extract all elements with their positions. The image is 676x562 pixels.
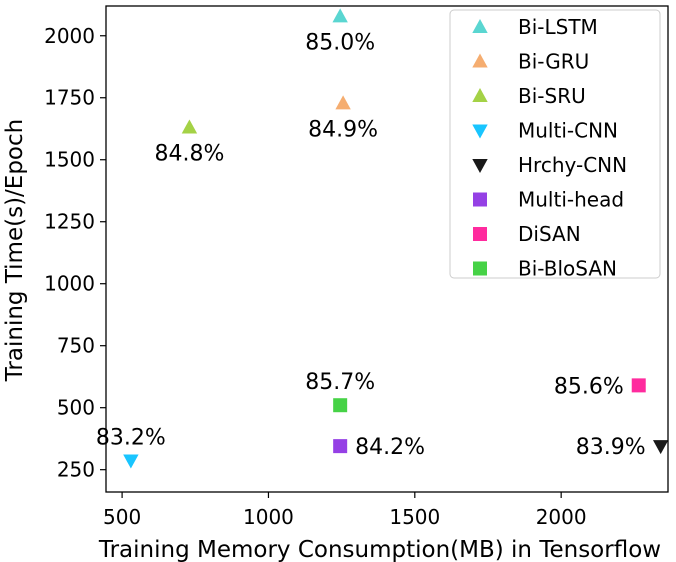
data-point-multi-head <box>333 439 348 454</box>
y-axis-ticks: 250 500 750 1000 1250 1500 1750 2000 <box>44 24 106 482</box>
data-point-multi-cnn <box>123 454 139 469</box>
data-point-bi-gru <box>335 95 351 110</box>
legend-label-multi-head: Multi-head <box>518 188 624 212</box>
data-label-hrchy-cnn: 83.9% <box>576 435 646 460</box>
x-tick-label: 1000 <box>243 505 294 529</box>
data-point-hrchy-cnn <box>652 440 669 455</box>
y-tick-label: 1500 <box>44 148 95 172</box>
legend-marker-bi-sru <box>472 87 488 102</box>
data-label-bi-gru: 84.9% <box>308 117 378 142</box>
legend-marker-disan <box>473 227 487 241</box>
legend-marker-bi-gru <box>472 53 488 68</box>
data-labels: 85.0% 84.9% 84.8% 83.2% 83.9% 84.2% 85.6% 85.7% <box>96 30 646 460</box>
data-point-bi-sru <box>181 119 198 134</box>
legend-label-hrchy-cnn: Hrchy-CNN <box>518 153 627 177</box>
legend-marker-multi-cnn <box>472 124 488 139</box>
data-label-bi-sru: 84.8% <box>154 142 224 167</box>
plot-area-frame <box>105 5 669 493</box>
data-label-bi-blosan: 85.7% <box>305 370 375 395</box>
y-axis-label: Training Time(s)/Epoch <box>2 119 28 382</box>
y-tick-label: 750 <box>57 334 95 358</box>
data-point-disan <box>631 378 646 393</box>
data-label-disan: 85.6% <box>554 374 624 399</box>
y-axis-label-group: Training Time(s)/Epoch <box>2 119 28 382</box>
y-tick-label: 2000 <box>44 24 95 48</box>
legend-marker-bi-lstm <box>472 18 488 33</box>
y-tick-label: 250 <box>57 458 95 482</box>
legend-marker-multi-head <box>473 192 487 207</box>
x-axis-ticks: 500 1000 1500 2000 <box>103 492 587 529</box>
legend-label-bi-sru: Bi-SRU <box>518 84 586 108</box>
legend-label-multi-cnn: Multi-CNN <box>518 119 618 143</box>
data-point-bi-lstm <box>332 8 348 23</box>
y-tick-label: 1000 <box>44 272 95 296</box>
data-label-bi-lstm: 85.0% <box>305 30 375 55</box>
data-label-multi-cnn: 83.2% <box>96 426 166 451</box>
data-label-multi-head: 84.2% <box>355 435 425 460</box>
legend-label-disan: DiSAN <box>518 222 581 246</box>
y-tick-label: 500 <box>57 396 95 420</box>
x-axis-label: Training Memory Consumption(MB) in Tenso… <box>98 537 661 562</box>
legend-label-bi-lstm: Bi-LSTM <box>518 15 598 39</box>
x-tick-label: 500 <box>103 505 141 529</box>
x-tick-label: 1500 <box>389 505 440 529</box>
legend-label-bi-blosan: Bi-BloSAN <box>518 257 617 281</box>
legend-marker-hrchy-cnn <box>472 159 488 174</box>
legend: Bi-LSTM Bi-GRU Bi-SRU Multi-CNN Hrchy-CNN Mul… <box>449 9 661 281</box>
legend-box <box>449 9 661 279</box>
data-point-bi-blosan <box>333 398 348 413</box>
legend-label-bi-gru: Bi-GRU <box>518 50 589 74</box>
y-tick-label: 1250 <box>44 210 95 234</box>
x-tick-label: 2000 <box>536 505 587 529</box>
legend-marker-bi-blosan <box>473 261 487 276</box>
data-points <box>123 8 669 469</box>
y-tick-label: 1750 <box>44 86 95 110</box>
